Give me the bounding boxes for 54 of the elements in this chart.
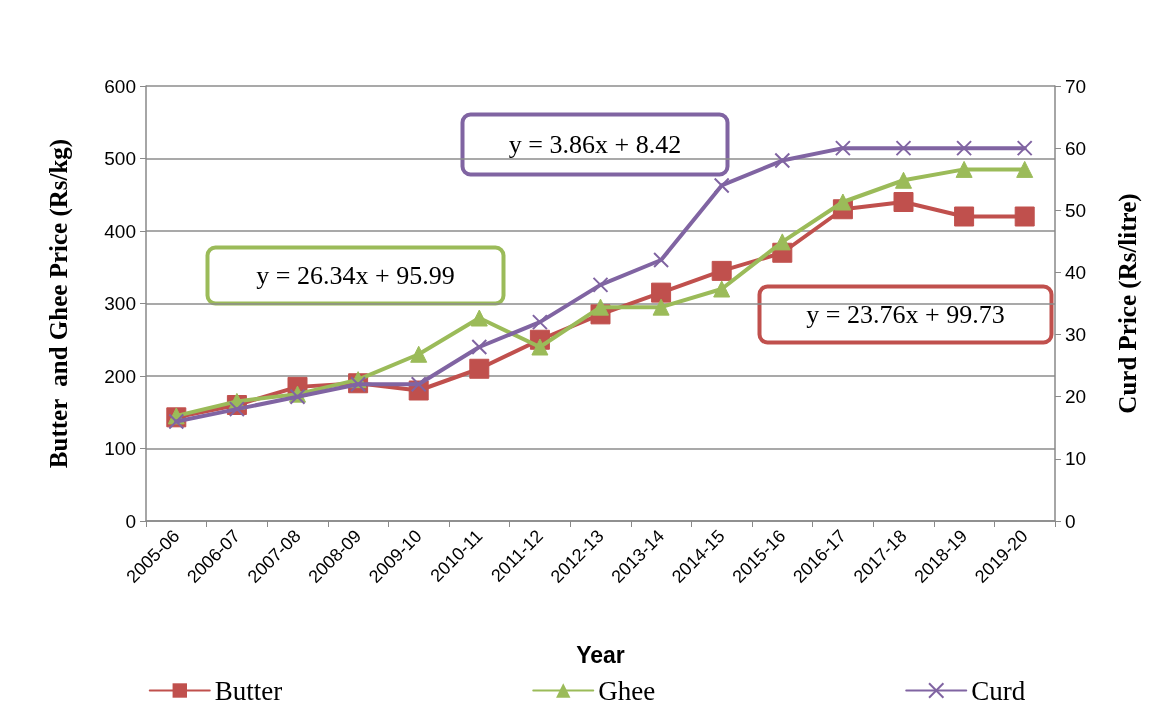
point xyxy=(410,376,427,393)
point xyxy=(592,276,609,293)
y-tick-label: 0 xyxy=(125,510,136,532)
point xyxy=(834,193,852,211)
y2-tick-label: 10 xyxy=(1065,448,1087,470)
point xyxy=(653,252,670,268)
point xyxy=(469,358,490,379)
annotation: y = 23.76x + 99.73 xyxy=(806,300,1005,329)
point xyxy=(652,298,670,316)
point xyxy=(895,140,912,157)
legend-label: Curd xyxy=(971,675,1026,706)
point xyxy=(713,280,731,298)
y-tick-label: 100 xyxy=(104,438,136,459)
point xyxy=(471,339,488,355)
point xyxy=(168,413,185,430)
y2-axis-title: Curd Price (Rs/litre) xyxy=(1114,193,1142,414)
x-axis-title: Year xyxy=(576,641,625,668)
y-axis-title: Butter and Ghee Price (Rs/kg) xyxy=(45,138,73,469)
point xyxy=(711,260,732,281)
point xyxy=(956,140,973,157)
point xyxy=(893,192,914,212)
y2-tick-label: 60 xyxy=(1065,137,1087,159)
point xyxy=(592,298,609,316)
point xyxy=(1016,140,1033,157)
point xyxy=(834,140,851,157)
y-tick-label: 400 xyxy=(104,220,136,242)
point xyxy=(713,177,730,194)
point xyxy=(954,206,975,227)
legend-label: Butter xyxy=(214,675,283,706)
y2-tick-label: 30 xyxy=(1065,324,1087,346)
point xyxy=(651,282,672,303)
legend-label: Ghee xyxy=(598,675,656,706)
point xyxy=(955,160,973,178)
point xyxy=(410,345,428,363)
y2-tick-label: 20 xyxy=(1065,386,1087,408)
point xyxy=(895,171,912,189)
y-tick-label: 500 xyxy=(104,148,136,169)
y2-tick-label: 70 xyxy=(1065,75,1087,97)
y-tick-label: 200 xyxy=(104,365,136,387)
annotation: y = 3.86x + 8.42 xyxy=(508,130,682,159)
y2-tick-label: 0 xyxy=(1065,510,1076,532)
y2-tick-label: 40 xyxy=(1065,261,1087,283)
point xyxy=(1014,206,1035,227)
point xyxy=(470,309,488,327)
point xyxy=(228,401,245,418)
y2-tick-label: 50 xyxy=(1065,199,1087,221)
y-tick-label: 300 xyxy=(104,293,136,314)
annotation: y = 26.34x + 95.99 xyxy=(256,261,455,290)
point xyxy=(774,152,791,169)
point xyxy=(1016,160,1034,178)
point xyxy=(531,338,549,356)
y-tick-label: 600 xyxy=(104,75,136,97)
point xyxy=(531,314,548,331)
point xyxy=(773,233,791,251)
